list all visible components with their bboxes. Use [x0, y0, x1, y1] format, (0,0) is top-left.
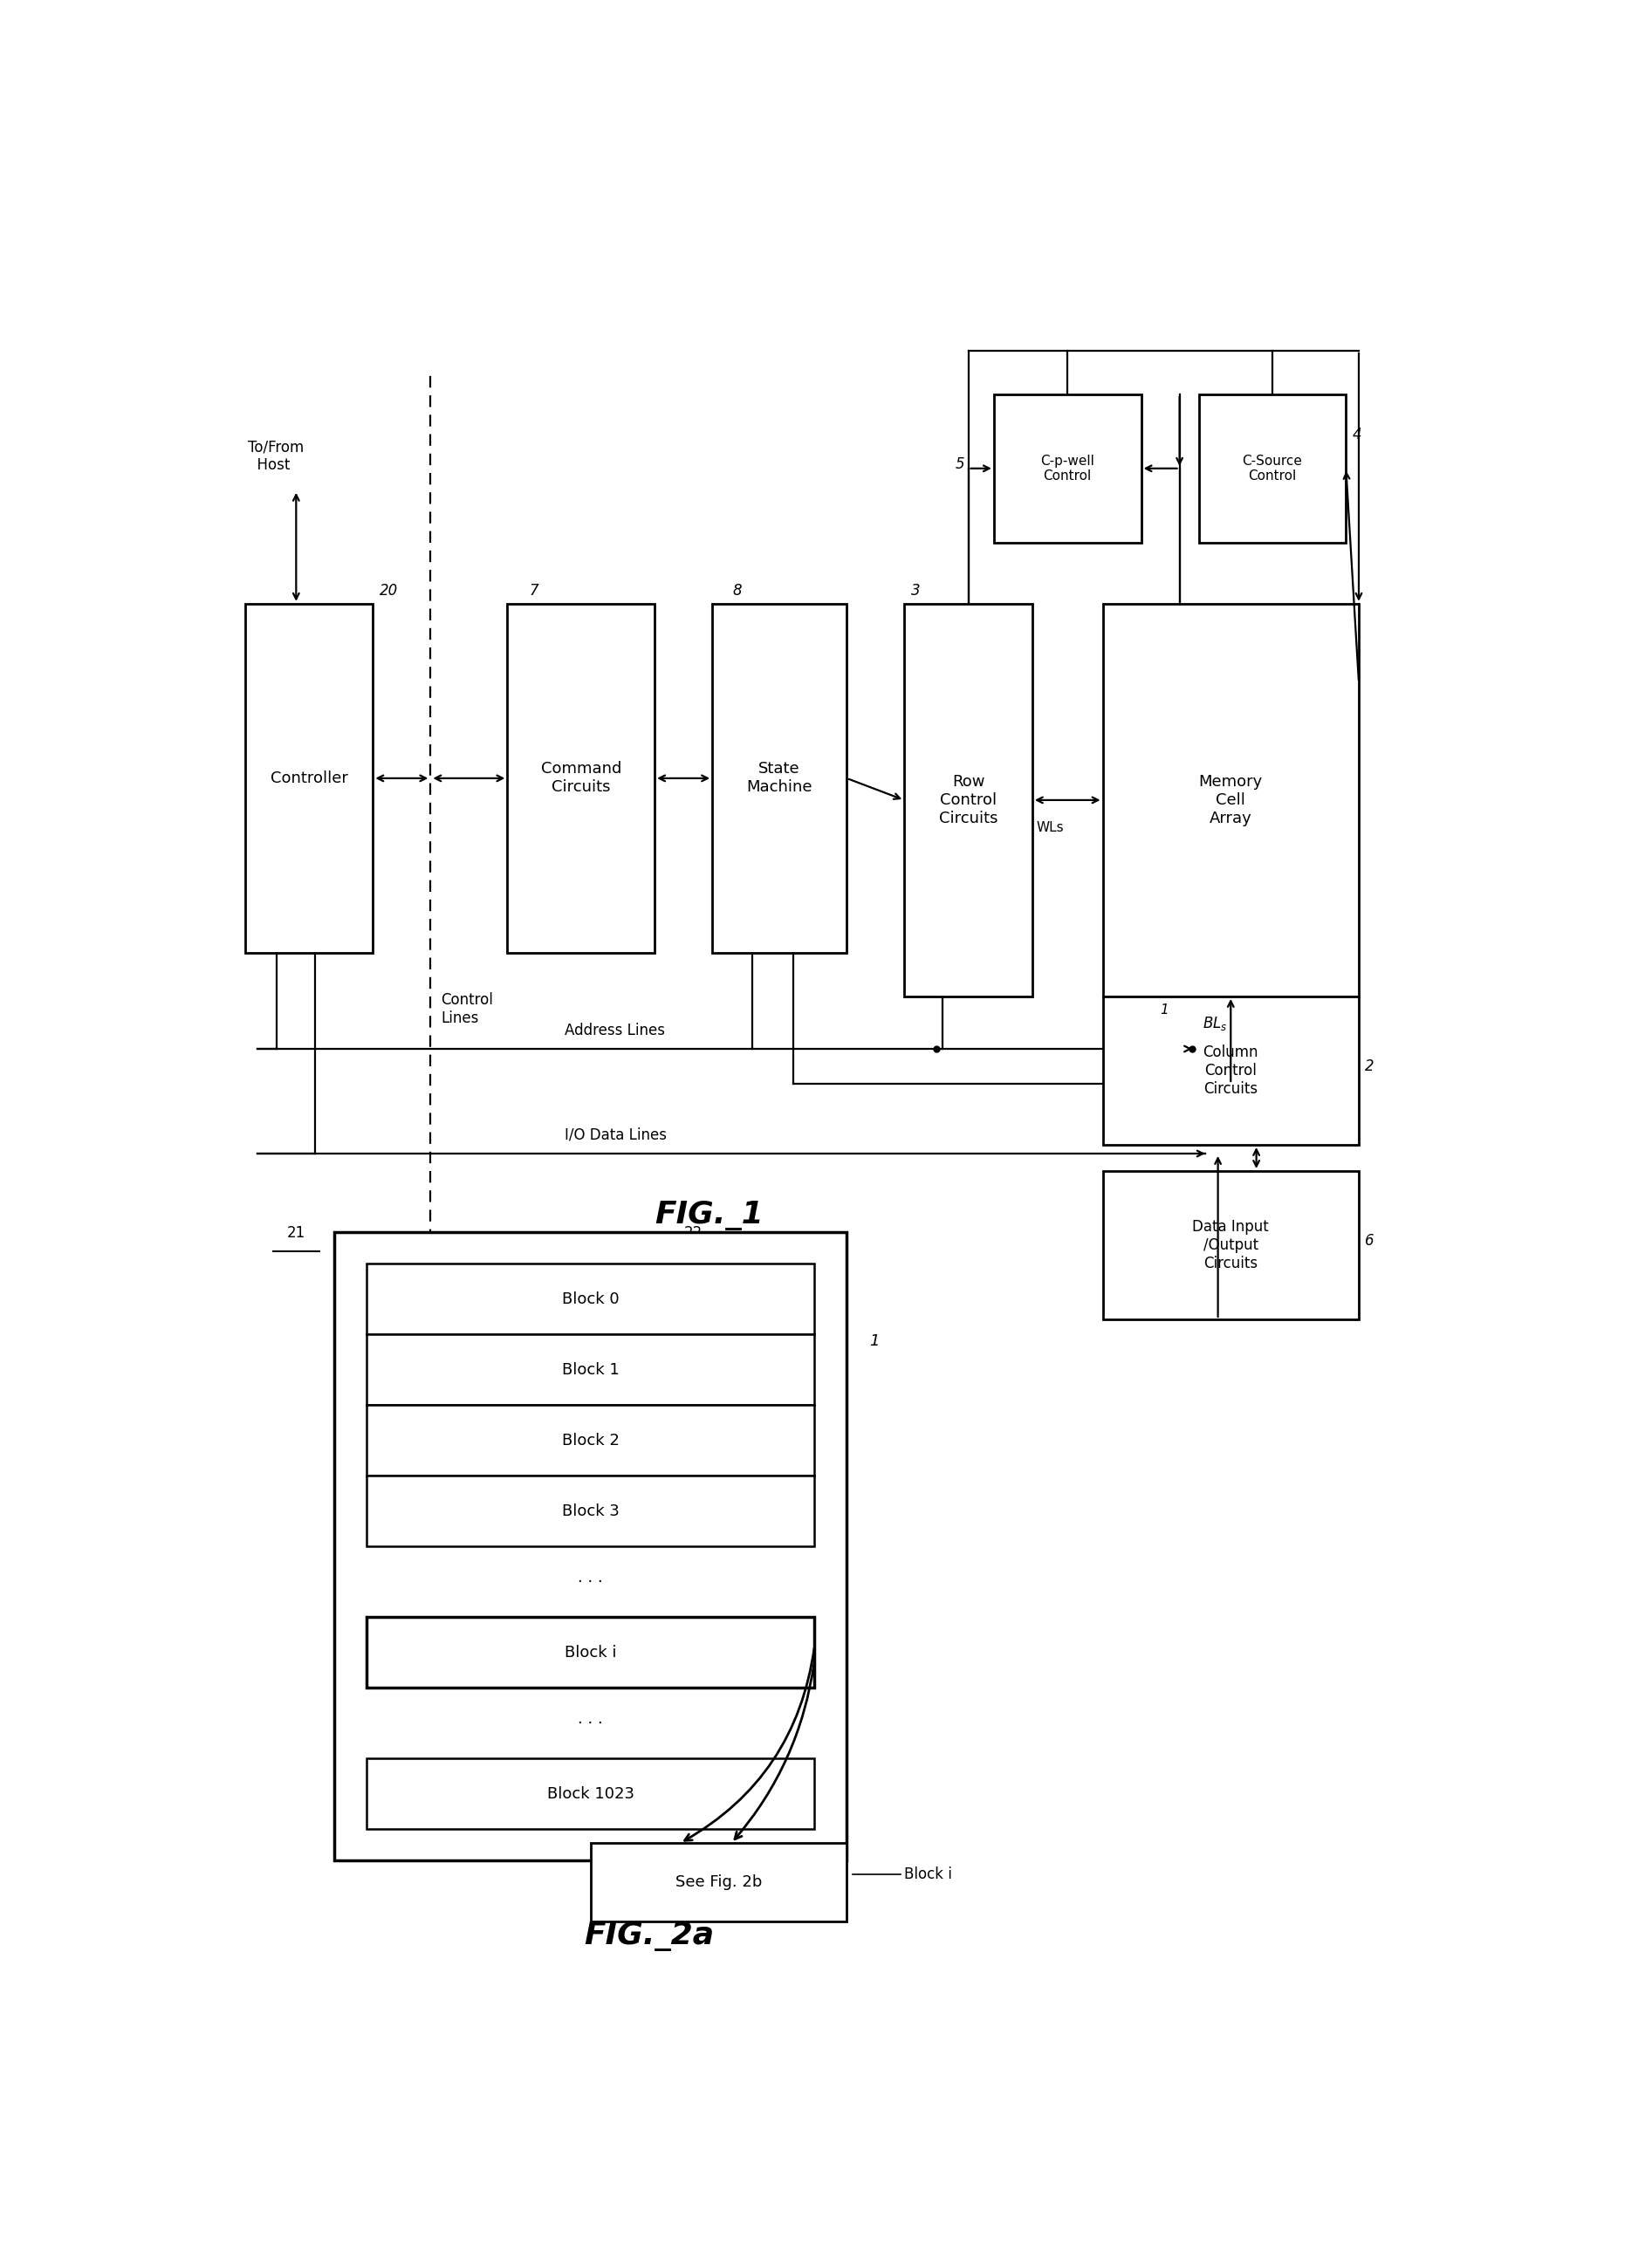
Text: Column
Control
Circuits: Column Control Circuits — [1203, 1045, 1259, 1097]
Bar — [904, 603, 1032, 997]
Text: Block i: Block i — [565, 1644, 616, 1659]
Text: 4: 4 — [1353, 426, 1361, 442]
Text: FIG._2a: FIG._2a — [585, 1922, 714, 1952]
Text: I/O Data Lines: I/O Data Lines — [565, 1127, 667, 1143]
Text: Memory
Cell
Array: Memory Cell Array — [1199, 773, 1262, 825]
Bar — [367, 1263, 814, 1335]
Text: Block 1: Block 1 — [562, 1362, 620, 1378]
Text: Command
Circuits: Command Circuits — [540, 762, 621, 796]
Text: State
Machine: State Machine — [747, 762, 813, 796]
Text: $BL_s$: $BL_s$ — [1203, 1016, 1227, 1031]
Text: Controller: Controller — [271, 771, 347, 787]
Text: Block 2: Block 2 — [562, 1433, 620, 1449]
Bar — [244, 603, 373, 952]
Text: 5: 5 — [955, 456, 965, 472]
Text: See Fig. 2b: See Fig. 2b — [676, 1875, 762, 1891]
Text: 2: 2 — [1365, 1059, 1374, 1075]
Text: Block i: Block i — [904, 1866, 952, 1882]
Text: Block 0: Block 0 — [562, 1290, 620, 1306]
Bar — [507, 603, 654, 952]
Bar — [367, 1335, 814, 1406]
Text: · · ·: · · · — [578, 1716, 603, 1732]
Bar — [591, 1843, 846, 1922]
Bar — [1199, 394, 1346, 542]
Text: Data Input
/Output
Circuits: Data Input /Output Circuits — [1193, 1220, 1269, 1272]
Text: FIG._1: FIG._1 — [654, 1202, 763, 1231]
Text: WLs: WLs — [1036, 821, 1064, 834]
Text: 20: 20 — [380, 583, 398, 598]
Text: Block 3: Block 3 — [562, 1503, 620, 1519]
Text: Address Lines: Address Lines — [565, 1022, 666, 1038]
Text: 22: 22 — [684, 1224, 702, 1240]
Bar — [1104, 1172, 1358, 1319]
Text: C-p-well
Control: C-p-well Control — [1041, 453, 1095, 483]
Bar — [1104, 603, 1358, 997]
Text: 7: 7 — [529, 583, 539, 598]
Bar — [1104, 997, 1358, 1145]
Bar — [367, 1759, 814, 1829]
Text: 21: 21 — [287, 1224, 306, 1240]
Text: 3: 3 — [910, 583, 920, 598]
Text: 1: 1 — [1160, 1004, 1170, 1016]
Text: Control
Lines: Control Lines — [441, 993, 492, 1027]
Text: 6: 6 — [1365, 1233, 1374, 1249]
Bar — [712, 603, 847, 952]
Bar — [367, 1476, 814, 1546]
Text: 8: 8 — [732, 583, 742, 598]
Bar — [334, 1233, 847, 1861]
Text: · · ·: · · · — [578, 1573, 603, 1589]
Text: C-Source
Control: C-Source Control — [1242, 453, 1302, 483]
Bar — [367, 1406, 814, 1476]
Text: Block 1023: Block 1023 — [547, 1786, 634, 1802]
Text: 1: 1 — [869, 1333, 881, 1349]
Text: Row
Control
Circuits: Row Control Circuits — [938, 773, 998, 825]
Bar — [367, 1616, 814, 1687]
Text: To/From
  Host: To/From Host — [248, 440, 304, 474]
Bar — [995, 394, 1142, 542]
